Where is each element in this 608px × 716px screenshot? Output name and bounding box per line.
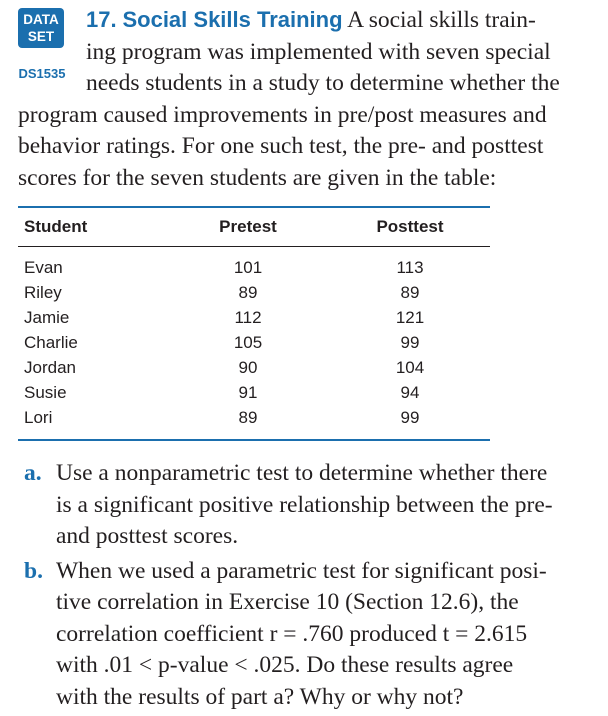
exercise-text-line: needs students in a study to determine w… [86, 70, 560, 96]
student-name: Evan [24, 257, 63, 277]
student-name: Jordan [24, 357, 76, 377]
posttest-score: 121 [395, 307, 425, 327]
part-a: a. Use a nonparametric test to determine… [18, 458, 608, 553]
table-row: Jamie 112 121 [18, 305, 490, 330]
exercise-first-line: 17. Social Skills Training A social skil… [18, 4, 596, 37]
table-top-rule [18, 206, 490, 208]
part-text-line: correlation coefficient r = .760 produce… [56, 620, 528, 647]
pretest-score: 101 [233, 257, 263, 277]
exercise-text-line: ing program was implemented with seven s… [86, 38, 551, 65]
posttest-score: 94 [400, 383, 420, 403]
pretest-score: 91 [238, 383, 258, 403]
part-text-line: When we used a parametric test for signi… [56, 557, 547, 584]
part-a-label: a. [24, 460, 42, 486]
table-body: Evan 101 113 Riley 89 89 Jamie 112 121 C… [18, 247, 490, 439]
exercise-text-line: scores for the seven students are given … [18, 164, 497, 191]
part-b-label: b. [24, 557, 43, 584]
header-pretest: Pretest [219, 217, 277, 236]
table-row: Riley 89 89 [18, 280, 490, 305]
part-text-line: tive correlation in Exercise 10 (Section… [56, 589, 519, 615]
posttest-score: 89 [400, 282, 420, 302]
exercise-text-line: program caused improvements in pre/post … [18, 101, 547, 128]
posttest-score: 99 [400, 332, 420, 352]
exercise-title: Social Skills Training [122, 7, 343, 32]
pretest-score: 105 [233, 332, 263, 352]
student-name: Charlie [24, 332, 78, 352]
badge-data-label: DATA [23, 12, 59, 27]
pretest-score: 90 [238, 357, 258, 377]
table-row: Susie 91 94 [18, 380, 490, 405]
exercise-number: 17. [86, 7, 117, 32]
pretest-score: 89 [238, 282, 258, 302]
posttest-score: 113 [396, 257, 424, 277]
table-row: Evan 101 113 [18, 255, 490, 280]
posttest-score: 104 [395, 357, 425, 377]
table-header-rule [18, 246, 490, 247]
part-b: b. When we used a parametric test for si… [18, 556, 608, 714]
table-row: Lori 89 99 [18, 406, 490, 431]
header-posttest: Posttest [376, 217, 444, 236]
student-name: Lori [24, 408, 53, 428]
table-header-row: Student Pretest Posttest [18, 208, 490, 246]
student-name: Riley [24, 282, 62, 302]
data-set-id: DS1535 [18, 66, 66, 81]
scores-table: Student Pretest Posttest Evan 101 113 Ri… [18, 206, 490, 441]
exercise-text-line: A social skills train- [347, 7, 536, 33]
table-row: Charlie 105 99 [18, 330, 490, 355]
table-row: Jordan 90 104 [18, 355, 490, 380]
part-text-line: and posttest scores. [56, 523, 239, 549]
student-name: Jamie [24, 307, 70, 327]
header-student: Student [24, 217, 88, 236]
exercise-paragraph: 17. Social Skills Training A social skil… [18, 4, 596, 194]
part-text-line: Use a nonparametric test to determine wh… [56, 460, 548, 486]
student-name: Susie [24, 383, 67, 403]
exercise-text-line: behavior ratings. For one such test, the… [18, 133, 544, 159]
pretest-score: 112 [234, 307, 262, 327]
table-bottom-rule [18, 438, 490, 441]
data-set-badge: DATA SET [18, 8, 64, 48]
part-text-line: with .01 < p-value < .025. Do these resu… [56, 652, 514, 678]
part-text-line: is a significant positive relationship b… [56, 491, 553, 518]
part-text-line: with the results of part a? Why or why n… [56, 683, 464, 710]
badge-set-label: SET [27, 29, 55, 44]
posttest-score: 99 [400, 408, 420, 428]
pretest-score: 89 [238, 408, 258, 428]
exercise-parts: a. Use a nonparametric test to determine… [18, 458, 608, 716]
